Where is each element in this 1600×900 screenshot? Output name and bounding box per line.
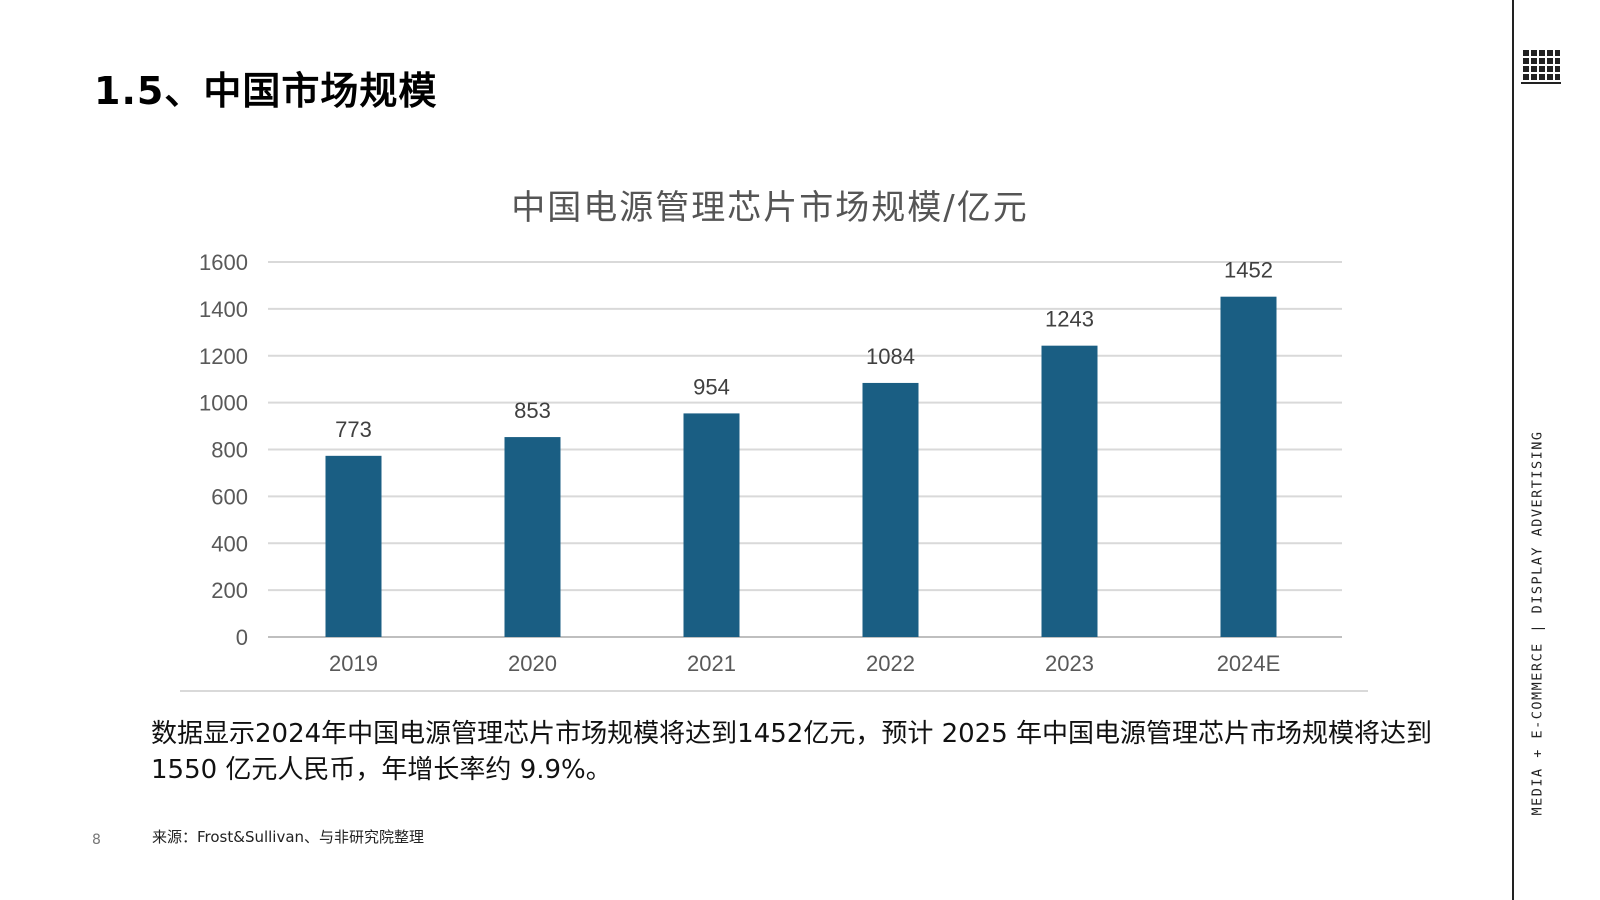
y-tick-label: 400 bbox=[211, 531, 248, 556]
bar bbox=[1220, 296, 1277, 637]
bar bbox=[504, 437, 561, 637]
y-tick-label: 1600 bbox=[199, 250, 248, 275]
data-label: 1452 bbox=[1224, 258, 1273, 283]
x-tick-label: 2022 bbox=[866, 651, 915, 676]
grid-logo-icon bbox=[1521, 50, 1561, 84]
bar bbox=[862, 382, 919, 637]
description-text: 数据显示2024年中国电源管理芯片市场规模将达到1452亿元，预计 2025 年… bbox=[151, 719, 1433, 785]
y-tick-label: 800 bbox=[211, 438, 248, 463]
x-tick-label: 2023 bbox=[1045, 651, 1094, 676]
y-tick-label: 600 bbox=[211, 484, 248, 509]
bar bbox=[1041, 345, 1098, 637]
y-tick-label: 0 bbox=[236, 625, 248, 650]
x-tick-label: 2019 bbox=[329, 651, 378, 676]
x-tick-label: 2020 bbox=[508, 651, 557, 676]
bar bbox=[683, 413, 740, 637]
y-tick-label: 1400 bbox=[199, 297, 248, 322]
data-label: 954 bbox=[693, 374, 730, 399]
page-number: 8 bbox=[92, 832, 101, 848]
source-note: 来源：Frost&Sullivan、与非研究院整理 bbox=[152, 828, 425, 846]
page-title: 1.5、中国市场规模 bbox=[94, 69, 438, 113]
chart-title: 中国电源管理芯片市场规模/亿元 bbox=[511, 188, 1029, 228]
vertical-divider bbox=[1512, 0, 1514, 900]
data-label: 853 bbox=[514, 398, 551, 423]
data-label: 1243 bbox=[1045, 307, 1094, 332]
data-label: 773 bbox=[335, 417, 372, 442]
y-tick-label: 200 bbox=[211, 578, 248, 603]
x-tick-label: 2024E bbox=[1217, 651, 1281, 676]
data-label: 1084 bbox=[866, 344, 915, 369]
bar bbox=[325, 455, 382, 637]
y-tick-label: 1000 bbox=[199, 391, 248, 416]
y-tick-label: 1200 bbox=[199, 344, 248, 369]
x-tick-label: 2021 bbox=[687, 651, 736, 676]
